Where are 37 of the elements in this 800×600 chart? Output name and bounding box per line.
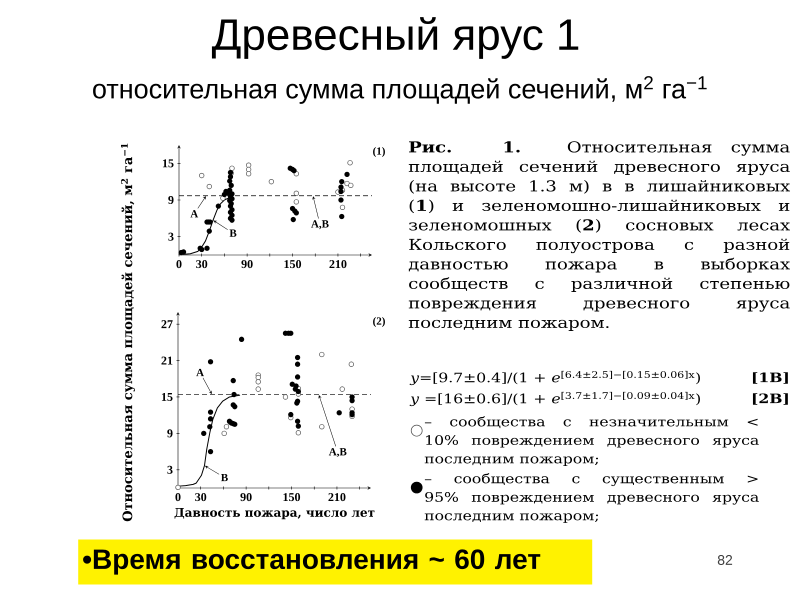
legend-label: – сообщества с существенным > 95% повреждением древесного яруса последним пожаром; <box>424 473 759 523</box>
legend-label: – сообщества с незначительным < 10% повреждением древесного яруса последним пожаром; <box>424 416 759 466</box>
text: (2) <box>373 317 385 327</box>
y-tick-label: 27 <box>161 320 173 328</box>
text: [1B] <box>752 372 788 384</box>
x-tick-label: 210 <box>329 260 346 268</box>
x-tick-label: 150 <box>283 493 300 502</box>
y-tick-label: 21 <box>161 356 172 365</box>
annotation: B <box>230 230 236 237</box>
y-tick-label: 15 <box>162 159 174 168</box>
text: •Время восстановления ~ 60 лет <box>83 549 540 575</box>
text: Рис. 1. Относительная сумма площадей сечений древесного яруса (на высоте 1.3 м) в в лишайниковых (1) и зеленомошно-лишайниковых и зеленомошных (2) сосновых лесах Кольского полуострова с разной давностью пожара в выборках сообществ с различной степенью повреждения древесного яруса последним пожаром. <box>408 141 790 331</box>
chart-title: Древесный ярус 1 <box>212 17 578 59</box>
x-tick-label: 0 <box>176 260 182 268</box>
x-axis-title: Давность пожара, число лет <box>174 508 374 520</box>
annotation: A,B <box>311 220 329 230</box>
x-tick-label: 90 <box>240 493 252 502</box>
y-tick-label: 9 <box>167 429 173 438</box>
chart-subtitle: относительная сумма площадей сечений, м$^{2}$ га$^{−1}$ <box>93 76 707 104</box>
y-tick-label: 3 <box>168 232 174 241</box>
y-axis-title: Относительная сумма площадей сечений, м$^{2}$ га$^{−1}$ <box>121 144 135 522</box>
x-tick-label: 30 <box>196 260 208 268</box>
y-tick-label: 3 <box>167 466 173 474</box>
annotation: A,B <box>328 448 346 458</box>
annotation: A <box>190 210 198 218</box>
x-tick-label: 210 <box>328 493 346 502</box>
text: (1) <box>373 147 385 157</box>
y-tick-label: 15 <box>162 392 173 401</box>
x-tick-label: 30 <box>195 493 206 502</box>
text: 82 <box>718 555 732 565</box>
x-tick-label: 150 <box>284 260 302 268</box>
x-tick-label: 0 <box>175 493 181 502</box>
x-tick-label: 90 <box>241 260 253 268</box>
y-tick-label: 9 <box>168 196 174 204</box>
text: [2B] <box>752 393 788 405</box>
annotation: B <box>221 474 228 482</box>
annotation: A <box>196 368 204 376</box>
